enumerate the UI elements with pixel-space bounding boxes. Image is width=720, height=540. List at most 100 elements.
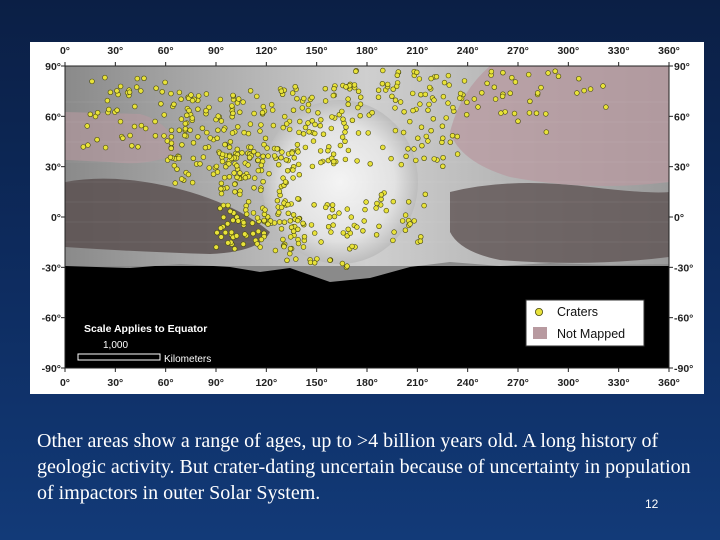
crater-marker	[168, 127, 175, 134]
crater-marker	[328, 125, 334, 132]
crater-marker	[239, 150, 245, 156]
right-tick-label: 0°	[674, 212, 684, 224]
left-latitude-axis: 90° 60° 30° 0° -30° -60° -90°	[42, 61, 65, 375]
crater-marker	[226, 153, 233, 160]
crater-marker	[220, 202, 227, 209]
crater-marker	[360, 228, 366, 234]
crater-marker	[107, 89, 114, 95]
crater-marker	[280, 175, 286, 181]
crater-marker	[94, 109, 101, 116]
crater-marker	[190, 140, 197, 146]
crater-marker	[340, 230, 346, 236]
crater-marker	[574, 90, 580, 96]
crater-marker	[405, 146, 411, 152]
crater-marker	[248, 144, 254, 151]
bottom-tick-label: 120°	[255, 377, 277, 389]
crater-marker	[230, 217, 236, 224]
crater-marker	[228, 229, 235, 236]
crater-marker	[229, 130, 236, 136]
crater-marker	[242, 175, 249, 181]
crater-marker	[330, 222, 336, 228]
crater-marker	[309, 163, 316, 170]
crater-marker	[138, 122, 145, 129]
crater-marker	[305, 101, 312, 108]
crater-marker	[262, 135, 269, 142]
crater-marker	[271, 153, 278, 159]
crater-marker	[343, 124, 349, 130]
crater-marker	[290, 228, 297, 234]
crater-marker	[576, 75, 582, 82]
top-tick-label: 150°	[306, 45, 328, 57]
crater-marker	[406, 199, 412, 205]
crater-marker	[168, 145, 174, 152]
crater-marker	[282, 179, 289, 185]
crater-marker	[331, 158, 337, 165]
crater-marker	[226, 161, 232, 167]
crater-marker	[471, 96, 477, 102]
crater-marker	[545, 70, 551, 76]
crater-marker	[270, 107, 276, 113]
crater-marker	[259, 109, 266, 116]
crater-marker	[445, 100, 451, 106]
crater-marker	[280, 124, 286, 131]
crater-marker	[255, 151, 261, 158]
crater-marker	[375, 87, 382, 93]
bottom-tick-label: 360°	[658, 377, 680, 389]
crater-marker	[410, 90, 416, 97]
crater-marker	[349, 243, 355, 250]
crater-marker	[300, 220, 306, 227]
crater-marker	[276, 219, 283, 225]
crater-marker	[257, 128, 263, 134]
crater-marker	[189, 97, 196, 104]
crater-marker	[515, 118, 521, 124]
crater-marker	[94, 136, 100, 143]
bottom-tick-label: 240°	[457, 377, 479, 389]
crater-marker	[210, 171, 217, 177]
crater-marker	[407, 221, 413, 227]
crater-marker	[241, 220, 247, 226]
crater-marker	[237, 191, 243, 198]
crater-marker	[475, 104, 481, 110]
crater-marker	[162, 79, 168, 86]
top-tick-label: 240°	[457, 45, 479, 57]
crater-marker	[323, 204, 329, 211]
crater-marker	[281, 219, 288, 225]
crater-marker	[254, 93, 260, 100]
crater-marker	[270, 122, 277, 129]
bottom-tick-label: 180°	[356, 377, 378, 389]
crater-marker	[182, 126, 189, 132]
crater-marker	[543, 129, 549, 135]
crater-marker	[204, 129, 210, 136]
crater-marker	[185, 171, 192, 178]
crater-marker	[446, 82, 452, 88]
crater-marker	[222, 229, 229, 236]
crater-marker	[312, 230, 318, 236]
crater-marker	[445, 72, 452, 79]
crater-marker	[427, 84, 433, 91]
crater-marker	[120, 135, 126, 141]
crater-marker	[417, 238, 424, 244]
crater-marker	[283, 157, 289, 163]
crater-marker	[102, 144, 109, 151]
crater-marker	[260, 179, 266, 185]
crater-marker	[117, 118, 124, 125]
crater-marker	[339, 134, 346, 140]
crater-marker	[327, 214, 333, 220]
crater-marker	[309, 94, 315, 101]
crater-marker	[355, 88, 362, 94]
crater-marker	[509, 74, 515, 81]
crater-marker	[294, 141, 301, 148]
crater-marker	[428, 75, 434, 82]
crater-marker	[261, 211, 268, 218]
crater-marker	[300, 131, 307, 137]
crater-marker	[385, 81, 391, 88]
crater-marker	[488, 68, 495, 75]
crater-marker	[237, 109, 243, 115]
crater-marker	[245, 130, 252, 137]
left-tick-label: 30°	[45, 162, 61, 174]
crater-marker	[288, 234, 294, 240]
crater-marker	[345, 101, 351, 107]
crater-marker	[327, 257, 333, 263]
crater-marker	[365, 130, 371, 136]
crater-marker	[430, 116, 436, 122]
